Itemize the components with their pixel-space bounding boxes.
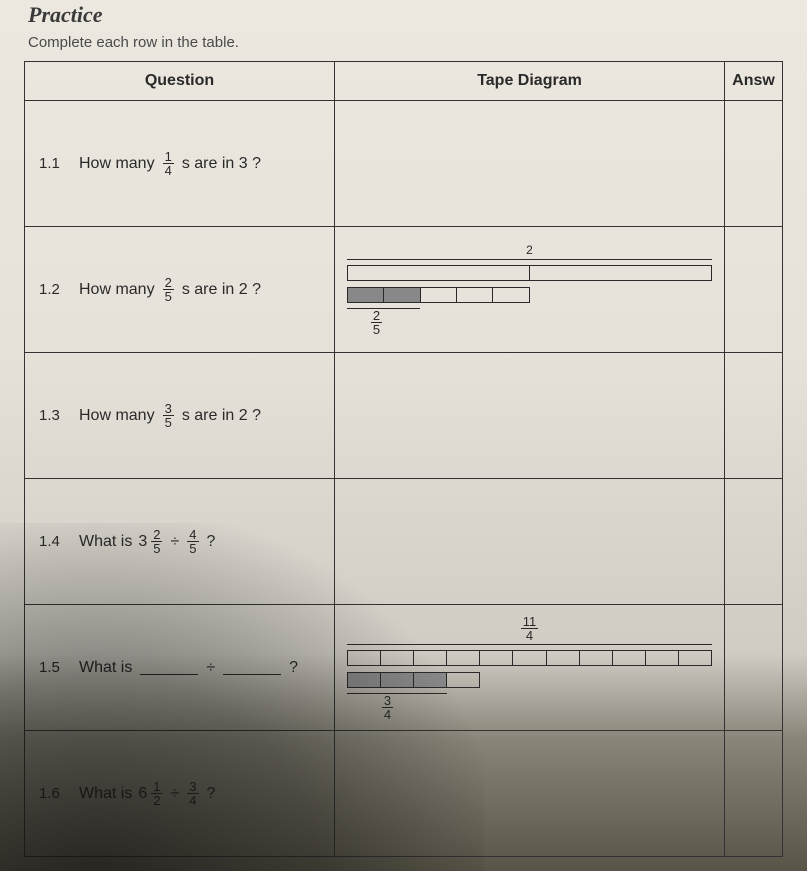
question-number: 1.2 <box>39 281 67 298</box>
fraction: 3 4 <box>187 780 198 807</box>
blank-dividend[interactable] <box>140 661 198 675</box>
header-tape: Tape Diagram <box>335 62 725 101</box>
worksheet-page: Practice Complete each row in the table.… <box>0 0 807 871</box>
tape-cell <box>335 101 725 227</box>
question-text: What is 6 1 2 ÷ 3 4 <box>79 780 215 807</box>
header-question: Question <box>25 62 335 101</box>
table-header-row: Question Tape Diagram Answ <box>25 62 783 101</box>
table-row: 1.5 What is ÷ ? 11 <box>25 605 783 731</box>
tape-cell: 11 4 <box>335 605 725 731</box>
page-title: Practice <box>24 0 783 28</box>
tape-cell <box>335 353 725 479</box>
answer-cell[interactable] <box>725 227 783 353</box>
question-number: 1.1 <box>39 155 67 172</box>
question-number: 1.6 <box>39 785 67 802</box>
answer-cell[interactable] <box>725 101 783 227</box>
tape-bar-top <box>347 265 712 281</box>
question-cell: 1.2 How many 2 5 s are in 2 ? <box>25 227 335 353</box>
answer-cell[interactable] <box>725 731 783 857</box>
tape-bar-bottom <box>347 287 530 303</box>
tape-cell <box>335 731 725 857</box>
table-row: 1.4 What is 3 2 5 ÷ <box>25 479 783 605</box>
blank-divisor[interactable] <box>223 661 281 675</box>
question-cell: 1.5 What is ÷ ? <box>25 605 335 731</box>
answer-cell[interactable] <box>725 353 783 479</box>
question-number: 1.5 <box>39 659 67 676</box>
tape-diagram: 2 <box>347 243 712 336</box>
header-answer: Answ <box>725 62 783 101</box>
question-text: How many 1 4 s are in 3 ? <box>79 150 261 177</box>
question-number: 1.3 <box>39 407 67 424</box>
tape-bar-top <box>347 650 712 666</box>
tape-bottom-fraction: 3 4 <box>382 694 393 721</box>
question-cell: 1.6 What is 6 1 2 ÷ <box>25 731 335 857</box>
tape-cell: 2 <box>335 227 725 353</box>
question-text: What is ÷ ? <box>79 659 298 677</box>
table-row: 1.1 How many 1 4 s are in 3 ? <box>25 101 783 227</box>
question-cell: 1.3 How many 3 5 s are in 2 ? <box>25 353 335 479</box>
table-row: 1.2 How many 2 5 s are in 2 ? <box>25 227 783 353</box>
tape-top-fraction: 11 4 <box>521 615 539 642</box>
tape-top-label: 2 <box>526 243 533 257</box>
fraction: 4 5 <box>187 528 198 555</box>
table-row: 1.3 How many 3 5 s are in 2 ? <box>25 353 783 479</box>
instruction-text: Complete each row in the table. <box>24 28 783 61</box>
fraction: 2 5 <box>163 276 174 303</box>
mixed-number: 6 1 2 <box>138 780 164 807</box>
question-text: What is 3 2 5 ÷ 4 5 <box>79 528 215 555</box>
question-cell: 1.1 How many 1 4 s are in 3 ? <box>25 101 335 227</box>
table-row: 1.6 What is 6 1 2 ÷ <box>25 731 783 857</box>
tape-cell <box>335 479 725 605</box>
answer-cell[interactable] <box>725 479 783 605</box>
question-cell: 1.4 What is 3 2 5 ÷ <box>25 479 335 605</box>
mixed-number: 3 2 5 <box>138 528 164 555</box>
tape-bar-bottom <box>347 672 480 688</box>
question-number: 1.4 <box>39 533 67 550</box>
practice-table: Question Tape Diagram Answ 1.1 How many … <box>24 61 783 857</box>
fraction: 3 5 <box>163 402 174 429</box>
question-text: How many 2 5 s are in 2 ? <box>79 276 261 303</box>
tape-diagram: 11 4 <box>347 615 712 721</box>
question-text: How many 3 5 s are in 2 ? <box>79 402 261 429</box>
answer-cell[interactable] <box>725 605 783 731</box>
fraction: 1 4 <box>163 150 174 177</box>
tape-bottom-fraction: 2 5 <box>371 309 382 336</box>
